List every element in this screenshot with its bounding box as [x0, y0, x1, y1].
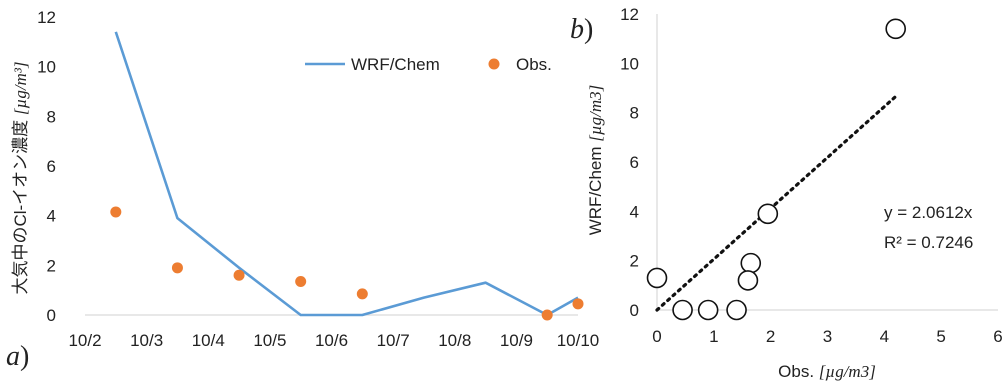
panel-b-y-axis-title: WRF/Chem [µg/m3] [586, 85, 605, 236]
panel-b-x-tick-label: 0 [652, 327, 661, 346]
panel-b-y-tick-label: 2 [630, 252, 639, 271]
obs-point [356, 288, 368, 300]
panel-b-x-axis-title: Obs. [µg/m3] [778, 362, 876, 381]
panel-a-y-tick-label: 12 [37, 8, 56, 27]
panel-a-x-tick-label: 10/6 [315, 331, 348, 350]
scatter-point [726, 299, 747, 321]
legend-wrf-chem-label: WRF/Chem [351, 55, 440, 74]
legend-obs-swatch [488, 58, 500, 70]
panel-b-y-tick-label: 10 [620, 54, 639, 73]
obs-series-points [110, 206, 584, 321]
obs-point [572, 298, 584, 310]
panel-a-y-tick-label: 2 [47, 256, 56, 275]
panel-b-y-tick-label: 0 [630, 301, 639, 320]
scatter-point [646, 267, 668, 289]
panel-b-y-tick-label: 12 [620, 5, 639, 24]
scatter-point [740, 252, 762, 274]
legend-obs-label: Obs. [516, 55, 552, 74]
panel-b-x-tick-labels: 0 1 2 3 4 5 6 [652, 327, 1002, 346]
panel-a-x-tick-label: 10/8 [438, 331, 471, 350]
panel-b-data-points [646, 18, 907, 321]
panel-b-x-tick-label: 2 [766, 327, 775, 346]
panel-a-x-tick-label: 10/9 [500, 331, 533, 350]
obs-point [295, 275, 307, 287]
panel-a-x-tick-labels: 10/2 10/3 10/4 10/5 10/6 10/7 10/8 10/9 10/10 [68, 331, 599, 350]
panel-a-x-tick-label: 10/7 [377, 331, 410, 350]
obs-point [541, 309, 553, 321]
regression-equation: y = 2.0612x [884, 203, 973, 222]
panel-b-y-tick-labels: 0 2 4 6 8 10 12 [620, 5, 639, 320]
panel-a-y-tick-label: 0 [47, 306, 56, 325]
panel-a-label: a) [6, 341, 29, 372]
obs-point [233, 269, 245, 281]
obs-point [171, 262, 183, 274]
panel-b-x-tick-label: 5 [936, 327, 945, 346]
panel-b-y-tick-label: 6 [630, 153, 639, 172]
scatter-point [737, 270, 759, 291]
panel-a-x-tick-label: 10/10 [557, 331, 600, 350]
r-squared-label: R² = 0.7246 [884, 233, 973, 252]
panel-a-legend: WRF/Chem Obs. [305, 55, 552, 74]
panel-b-label: b) [570, 14, 593, 45]
trendline [655, 94, 898, 312]
panel-a-y-tick-label: 4 [47, 207, 56, 226]
panel-a-x-tick-label: 10/2 [68, 331, 101, 350]
panel-a-y-tick-label: 6 [47, 157, 56, 176]
panel-a-y-tick-label: 10 [37, 58, 56, 77]
panel-b-y-tick-label: 4 [630, 202, 639, 221]
scatter-point [672, 299, 693, 321]
panel-b-x-tick-label: 4 [880, 327, 889, 346]
scatter-point [697, 299, 719, 321]
panel-b-x-tick-label: 6 [993, 327, 1002, 346]
panel-b-y-tick-label: 8 [630, 104, 639, 123]
panel-a-x-tick-label: 10/5 [253, 331, 286, 350]
panel-b-x-tick-label: 1 [709, 327, 718, 346]
panel-a-x-tick-label: 10/3 [130, 331, 163, 350]
panel-a-x-tick-label: 10/4 [192, 331, 225, 350]
panel-a-y-tick-label: 8 [47, 107, 56, 126]
scatter-point [757, 203, 779, 225]
panel-a-y-tick-labels: 0 2 4 6 8 10 12 [37, 8, 56, 325]
panel-b-x-tick-label: 3 [823, 327, 832, 346]
obs-point [110, 206, 122, 218]
scatter-point [885, 18, 907, 40]
panel-a-y-axis-title: 大気中のCl-イオン濃度 [µg/m³] [11, 61, 30, 294]
wrf-chem-series-line [114, 31, 579, 317]
